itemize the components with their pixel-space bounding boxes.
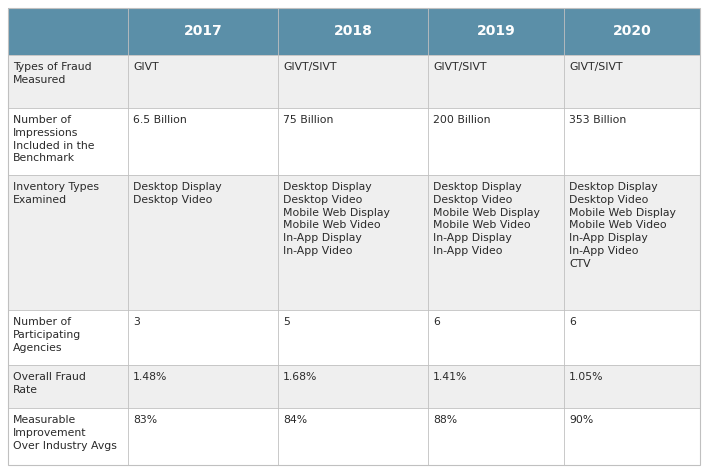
Text: 84%: 84% [283,415,307,425]
Text: 1.68%: 1.68% [283,372,317,382]
Text: GIVT/SIVT: GIVT/SIVT [569,62,622,72]
Text: Inventory Types
Examined: Inventory Types Examined [13,182,99,205]
Bar [8,108,700,175]
Text: 90%: 90% [569,415,593,425]
Text: Desktop Display
Desktop Video
Mobile Web Display
Mobile Web Video
In-App Display: Desktop Display Desktop Video Mobile Web… [569,182,676,269]
Text: 2018: 2018 [334,25,373,38]
Bar [8,175,700,310]
Text: Measurable
Improvement
Over Industry Avgs: Measurable Improvement Over Industry Avg… [13,415,117,451]
Text: Overall Fraud
Rate: Overall Fraud Rate [13,372,86,395]
Text: 1.41%: 1.41% [433,372,467,382]
Text: Number of
Participating
Agencies: Number of Participating Agencies [13,317,81,352]
Text: 353 Billion: 353 Billion [569,115,626,125]
Bar [8,365,700,408]
Text: 5: 5 [283,317,290,327]
Bar [8,8,700,55]
Text: 88%: 88% [433,415,457,425]
Text: Number of
Impressions
Included in the
Benchmark: Number of Impressions Included in the Be… [13,115,95,163]
Text: 200 Billion: 200 Billion [433,115,491,125]
Bar [8,408,700,465]
Text: 83%: 83% [133,415,157,425]
Text: 6.5 Billion: 6.5 Billion [133,115,187,125]
Text: 2017: 2017 [184,25,223,38]
Text: 1.05%: 1.05% [569,372,604,382]
Text: Desktop Display
Desktop Video
Mobile Web Display
Mobile Web Video
In-App Display: Desktop Display Desktop Video Mobile Web… [433,182,540,256]
Bar [8,310,700,365]
Text: Desktop Display
Desktop Video: Desktop Display Desktop Video [133,182,221,205]
Text: Types of Fraud
Measured: Types of Fraud Measured [13,62,92,85]
Text: 6: 6 [433,317,440,327]
Text: GIVT/SIVT: GIVT/SIVT [283,62,337,72]
Text: 6: 6 [569,317,576,327]
Text: 75 Billion: 75 Billion [283,115,334,125]
Text: Desktop Display
Desktop Video
Mobile Web Display
Mobile Web Video
In-App Display: Desktop Display Desktop Video Mobile Web… [283,182,390,256]
Text: GIVT/SIVT: GIVT/SIVT [433,62,486,72]
Bar [8,55,700,108]
Text: GIVT: GIVT [133,62,158,72]
Text: 1.48%: 1.48% [133,372,168,382]
Text: 2020: 2020 [613,25,651,38]
Text: 2019: 2019 [477,25,515,38]
Text: 3: 3 [133,317,140,327]
